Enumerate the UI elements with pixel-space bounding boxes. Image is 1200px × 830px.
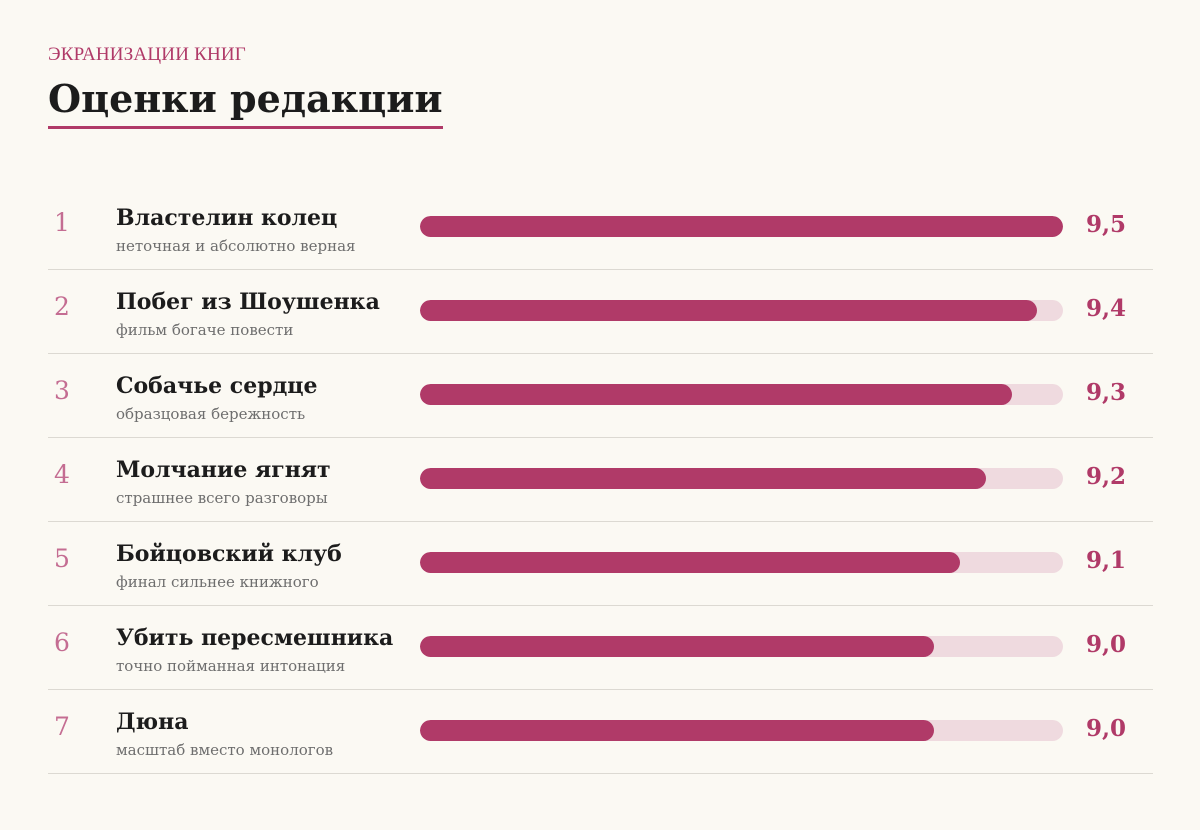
chart-row: 6 Убить пересмешника точно пойманная интон… bbox=[48, 606, 1153, 690]
rank-number: 4 bbox=[54, 460, 70, 489]
bar-track bbox=[420, 720, 1063, 741]
bar-track bbox=[420, 384, 1063, 405]
bar bbox=[420, 300, 1038, 321]
rank-number: 7 bbox=[54, 712, 70, 741]
chart-row: 5 Бойцовский клуб финал сильнее книжного 9,… bbox=[48, 522, 1153, 606]
category-note: образцовая бережность bbox=[116, 405, 306, 423]
data-label: 9,4 bbox=[1086, 295, 1127, 322]
data-label: 9,1 bbox=[1086, 547, 1127, 574]
bar bbox=[420, 468, 986, 489]
data-label: 9,0 bbox=[1086, 631, 1127, 658]
category-label: Молчание ягнят bbox=[116, 457, 331, 483]
bar-track bbox=[420, 468, 1063, 489]
category-label: Собачье сердце bbox=[116, 373, 318, 399]
bar-track bbox=[420, 300, 1063, 321]
category-note: масштаб вместо монологов bbox=[116, 741, 334, 759]
category-label: Дюна bbox=[116, 709, 189, 735]
chart-row: 1 Властелин колец неточная и абсолютно вер… bbox=[48, 186, 1153, 270]
rank-number: 3 bbox=[54, 376, 70, 405]
data-label: 9,2 bbox=[1086, 463, 1127, 490]
category-note: фильм богаче повести bbox=[116, 321, 294, 339]
kicker: ЭКРАНИЗАЦИИ КНИГ bbox=[48, 44, 246, 65]
bar-track bbox=[420, 216, 1063, 237]
category-note: точно пойманная интонация bbox=[116, 657, 346, 675]
category-label: Бойцовский клуб bbox=[116, 541, 342, 567]
title-block: Оценки редакции bbox=[48, 74, 443, 129]
data-label: 9,5 bbox=[1086, 211, 1127, 238]
rank-number: 5 bbox=[54, 544, 70, 573]
category-label: Убить пересмешника bbox=[116, 625, 394, 651]
rank-number: 1 bbox=[54, 208, 70, 237]
chart-row: 3 Собачье сердце образцовая бережность 9,3 bbox=[48, 354, 1153, 438]
data-label: 9,0 bbox=[1086, 715, 1127, 742]
bar bbox=[420, 636, 935, 657]
rank-number: 2 bbox=[54, 292, 70, 321]
bar-track bbox=[420, 636, 1063, 657]
category-note: неточная и абсолютно верная bbox=[116, 237, 356, 255]
bar bbox=[420, 216, 1063, 237]
ratings-chart: 1 Властелин колец неточная и абсолютно вер… bbox=[48, 186, 1153, 774]
category-note: финал сильнее книжного bbox=[116, 573, 319, 591]
category-note: страшнее всего разговоры bbox=[116, 489, 328, 507]
data-label: 9,3 bbox=[1086, 379, 1127, 406]
bar bbox=[420, 552, 961, 573]
chart-row: 4 Молчание ягнят страшнее всего разговоры 9… bbox=[48, 438, 1153, 522]
page-title: Оценки редакции bbox=[48, 76, 443, 121]
bar bbox=[420, 720, 935, 741]
category-label: Побег из Шоушенка bbox=[116, 289, 380, 315]
chart-row: 7 Дюна масштаб вместо монологов 9,0 bbox=[48, 690, 1153, 774]
category-label: Властелин колец bbox=[116, 205, 338, 231]
bar bbox=[420, 384, 1012, 405]
rank-number: 6 bbox=[54, 628, 70, 657]
bar-track bbox=[420, 552, 1063, 573]
chart-row: 2 Побег из Шоушенка фильм богаче повести 9,… bbox=[48, 270, 1153, 354]
